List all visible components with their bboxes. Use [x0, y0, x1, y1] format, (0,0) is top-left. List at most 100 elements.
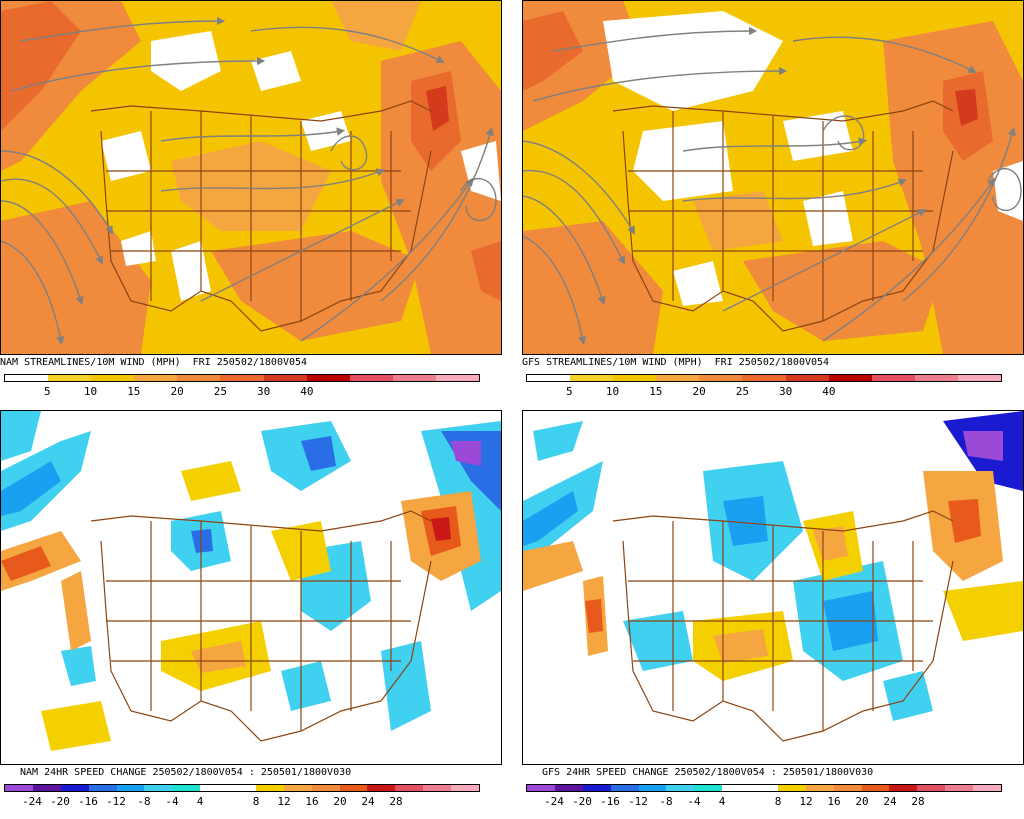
- speed-change-increase-areas: [1, 461, 481, 751]
- colorbar-segment: [656, 375, 700, 381]
- panel-title: GFS STREAMLINES/10M WIND (MPH) FRI 25050…: [522, 357, 830, 368]
- state-borders: [90, 510, 432, 742]
- panel-title: GFS 24HR SPEED CHANGE 250502/1800V054 : …: [542, 767, 874, 778]
- colorbar-tick-label: 5: [565, 385, 573, 398]
- colorbar-segment: [451, 785, 479, 791]
- colorbar-tick-label: 4: [718, 795, 726, 808]
- colorbar-segment: [349, 375, 393, 381]
- colorbar-segment: [871, 375, 915, 381]
- colorbar-segment: [172, 785, 201, 791]
- colorbar-tick-label: 4: [196, 795, 204, 808]
- colorbar-segment: [527, 375, 571, 381]
- colorbar-segment: [339, 785, 368, 791]
- colorbar-tick-label: 8: [252, 795, 260, 808]
- colorbar-segment: [699, 375, 743, 381]
- panel-gfs-streamlines: GFS STREAMLINES/10M WIND (MPH) FRI 25050…: [522, 0, 1024, 409]
- colorbar-tick-label: 15: [127, 385, 141, 398]
- colorbar-tick-label: 15: [649, 385, 663, 398]
- panel-title: NAM 24HR SPEED CHANGE 250502/1800V054 : …: [20, 767, 352, 778]
- colorbar-segment: [48, 375, 92, 381]
- colorbar-segment: [5, 375, 49, 381]
- colorbar-tick-label: 16: [305, 795, 319, 808]
- colorbar-segment: [283, 785, 312, 791]
- colorbar-segment: [263, 375, 307, 381]
- colorbar-segment: [228, 785, 256, 791]
- colorbar-tick-label: 40: [822, 385, 836, 398]
- colorbar-ticks: -24 -20 -16 -12 -8 -4 4 8 12 16 20 24 28: [526, 795, 1002, 809]
- wind-field-orange-areas: [523, 1, 1023, 354]
- colorbar-ticks: 5 10 15 20 25 30 40: [526, 385, 1002, 399]
- colorbar-segment: [32, 785, 61, 791]
- colorbar-segment: [435, 375, 480, 381]
- colorbar-segment: [722, 785, 750, 791]
- colorbar: [526, 784, 1002, 792]
- colorbar-tick-label: -20: [572, 795, 592, 808]
- colorbar: [526, 374, 1002, 382]
- colorbar-tick-label: 8: [774, 795, 782, 808]
- colorbar-tick-label: -4: [687, 795, 701, 808]
- map-gfs-speed-change: [522, 410, 1024, 765]
- colorbar-tick-label: -24: [544, 795, 564, 808]
- colorbar-tick-label: 10: [605, 385, 620, 398]
- colorbar-segment: [177, 375, 221, 381]
- colorbar-segment: [554, 785, 583, 791]
- colorbar-segment: [60, 785, 89, 791]
- colorbar-tick-label: 28: [911, 795, 925, 808]
- colorbar-segment: [666, 785, 695, 791]
- colorbar-segment: [311, 785, 340, 791]
- panel-nam-speed-change: NAM 24HR SPEED CHANGE 250502/1800V054 : …: [0, 410, 502, 819]
- colorbar-segment: [828, 375, 872, 381]
- colorbar-segment: [134, 375, 178, 381]
- colorbar-segment: [88, 785, 117, 791]
- colorbar-tick-label: 12: [277, 795, 291, 808]
- colorbar-tick-label: -16: [78, 795, 98, 808]
- colorbar-segment: [91, 375, 135, 381]
- colorbar-segment: [610, 785, 639, 791]
- colorbar-segment: [255, 785, 284, 791]
- colorbar-segment: [742, 375, 786, 381]
- colorbar-segment: [805, 785, 834, 791]
- colorbar-segment: [914, 375, 958, 381]
- colorbar-tick-label: 10: [83, 385, 98, 398]
- colorbar-tick-label: 30: [257, 385, 271, 398]
- colorbar-tick-label: 24: [883, 795, 897, 808]
- colorbar-segment: [392, 375, 436, 381]
- colorbar-tick-label: -8: [137, 795, 151, 808]
- state-borders: [612, 100, 954, 332]
- colorbar-tick-label: -12: [628, 795, 648, 808]
- colorbar-tick-label: -20: [50, 795, 70, 808]
- colorbar-tick-label: 16: [827, 795, 841, 808]
- colorbar-tick-label: 25: [213, 385, 227, 398]
- colorbar-segment: [613, 375, 657, 381]
- colorbar-segment: [973, 785, 1001, 791]
- panel-gfs-speed-change: GFS 24HR SPEED CHANGE 250502/1800V054 : …: [522, 410, 1024, 819]
- colorbar-segment: [889, 785, 918, 791]
- colorbar-tick-label: 24: [361, 795, 375, 808]
- colorbar-segment: [777, 785, 806, 791]
- streamlines: [523, 26, 1022, 346]
- colorbar: [4, 374, 480, 382]
- colorbar-segment: [423, 785, 451, 791]
- colorbar-segment: [694, 785, 723, 791]
- colorbar-tick-label: -4: [165, 795, 179, 808]
- panel-title: NAM STREAMLINES/10M WIND (MPH) FRI 25050…: [0, 357, 308, 368]
- colorbar-segment: [200, 785, 228, 791]
- colorbar-segment: [861, 785, 890, 791]
- map-nam-speed-change: [0, 410, 502, 765]
- colorbar-segment: [945, 785, 973, 791]
- colorbar-segment: [116, 785, 145, 791]
- colorbar-segment: [917, 785, 946, 791]
- map-nam-streamlines: [0, 0, 502, 355]
- colorbar-segment: [306, 375, 350, 381]
- state-borders: [90, 100, 432, 332]
- colorbar-tick-label: 28: [389, 795, 403, 808]
- colorbar-segment: [957, 375, 1002, 381]
- colorbar-tick-label: -8: [659, 795, 673, 808]
- colorbar-tick-label: 20: [855, 795, 869, 808]
- colorbar-tick-label: -24: [22, 795, 42, 808]
- state-borders: [612, 510, 954, 742]
- colorbar-tick-label: 40: [300, 385, 314, 398]
- colorbar-tick-label: -16: [600, 795, 620, 808]
- colorbar-segment: [395, 785, 424, 791]
- colorbar-ticks: 5 10 15 20 25 30 40: [4, 385, 480, 399]
